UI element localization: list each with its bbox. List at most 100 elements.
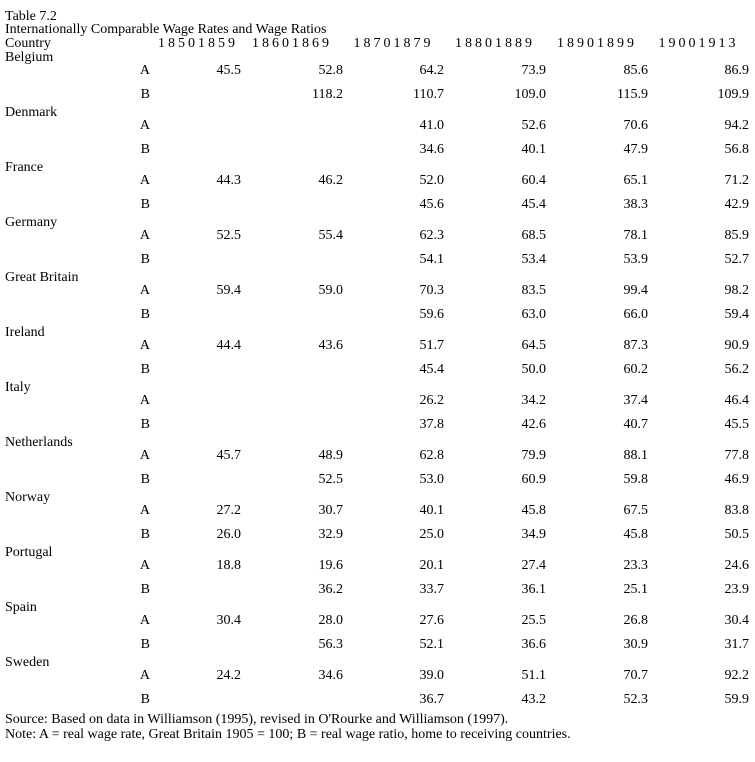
column-header-rowtype [110,37,155,51]
wage-value-cell: 52.5 [318,472,344,487]
wage-rate-row: A 26.2 34.2 37.4 46.4 [0,394,755,408]
country-name: Great Britain [5,270,79,285]
wage-value-cell: 30.4 [216,613,242,628]
wage-value-cell: 60.9 [521,472,547,487]
row-type-label-b: B [140,472,150,487]
row-type-label-a: A [139,228,150,243]
wage-value-cell: 77.8 [724,448,750,463]
wage-value-cell: 34.2 [521,393,547,408]
wage-value-cell: 41.0 [419,118,445,133]
wage-value-cell: 20.1 [419,558,445,573]
wage-value-cell: 50.5 [724,527,750,542]
country-name: Netherlands [5,435,73,450]
wage-value-cell: 51.7 [419,338,445,353]
wage-rate-row: A 41.0 52.6 70.6 94.2 [0,119,755,133]
wage-value-cell: 40.1 [521,142,547,157]
country-block: Ireland A 44.4 43.6 51.7 64.5 87.3 90.9 … [0,326,755,381]
wage-value-cell: 32.9 [318,527,344,542]
wage-value-cell [155,394,241,408]
wage-value-cell [241,253,343,267]
row-type-label-b: B [140,527,150,542]
table-number: Table 7.2 [5,9,57,24]
table-header-row: Country 18501859 18601869 18701879 18801… [0,37,755,51]
country-name: Spain [5,600,37,615]
wage-value-cell: 44.4 [216,338,242,353]
source-note: Source: Based on data in Williamson (199… [5,712,509,727]
country-block: Norway A 27.2 30.7 40.1 45.8 67.5 83.8 B… [0,491,755,546]
wage-rate-row: A 45.5 52.8 64.2 73.9 85.6 86.9 [0,64,755,78]
country-block: Great Britain A 59.4 59.0 70.3 83.5 99.4… [0,271,755,326]
wage-value-cell: 18.8 [216,558,242,573]
wage-value-cell [155,638,241,652]
wage-value-cell: 110.7 [413,87,444,102]
wage-value-cell: 45.5 [216,63,242,78]
country-name: Belgium [5,50,54,65]
wage-value-cell: 43.2 [521,692,547,707]
wage-ratio-row: B 45.4 50.0 60.2 56.2 [0,363,755,377]
row-type-label-b: B [140,637,150,652]
wage-value-cell: 43.6 [318,338,344,353]
period-header: 18801889 [455,36,535,51]
wage-value-cell: 52.3 [623,692,649,707]
wage-ratio-row: B 37.8 42.6 40.7 45.5 [0,418,755,432]
wage-value-cell: 26.0 [216,527,242,542]
period-header: 19001913 [658,36,739,51]
wage-ratio-row: B 45.6 45.4 38.3 42.9 [0,198,755,212]
wage-value-cell [155,473,241,487]
wage-value-cell: 40.7 [623,417,649,432]
row-type-label-b: B [140,197,150,212]
country-block: Italy A 26.2 34.2 37.4 46.4 B 37.8 42.6 … [0,381,755,436]
country-block: Spain A 30.4 28.0 27.6 25.5 26.8 30.4 B … [0,601,755,656]
definition-note: Note: A = real wage rate, Great Britain … [5,727,571,742]
wage-value-cell: 51.1 [521,668,547,683]
wage-ratio-row: B 36.2 33.7 36.1 25.1 23.9 [0,583,755,597]
wage-ratio-row: B 52.5 53.0 60.9 59.8 46.9 [0,473,755,487]
wage-value-cell: 26.8 [623,613,649,628]
wage-value-cell: 27.6 [419,613,445,628]
wage-value-cell [155,119,241,133]
row-type-label-b: B [140,417,150,432]
wage-value-cell: 45.8 [521,503,547,518]
wage-value-cell: 70.6 [623,118,649,133]
country-name: Italy [5,380,31,395]
column-header-country: Country [5,36,51,51]
wage-value-cell: 59.4 [216,283,242,298]
wage-value-cell: 109.9 [717,87,750,102]
wage-value-cell [241,308,343,322]
country-name: Ireland [5,325,45,340]
wage-rate-row: A 27.2 30.7 40.1 45.8 67.5 83.8 [0,504,755,518]
row-type-label-b: B [140,692,150,707]
wage-value-cell: 59.4 [724,307,750,322]
wage-value-cell: 87.3 [623,338,649,353]
wage-value-cell: 60.4 [521,173,547,188]
wage-rate-row: A 30.4 28.0 27.6 25.5 26.8 30.4 [0,614,755,628]
wage-value-cell: 40.1 [419,503,445,518]
wage-value-cell: 34.6 [318,668,344,683]
row-type-label-a: A [139,668,150,683]
wage-value-cell: 56.3 [318,637,344,652]
wage-value-cell: 59.8 [623,472,649,487]
wage-value-cell: 62.3 [419,228,445,243]
wage-value-cell: 53.4 [521,252,547,267]
wage-value-cell: 65.1 [623,173,649,188]
country-name: France [5,160,44,175]
row-type-label-a: A [139,503,150,518]
wage-value-cell: 66.0 [623,307,649,322]
wage-value-cell: 52.0 [419,173,445,188]
wage-value-cell: 37.4 [623,393,649,408]
wage-value-cell: 36.7 [419,692,445,707]
row-type-label-a: A [139,118,150,133]
wage-value-cell: 34.9 [521,527,547,542]
wage-value-cell: 59.9 [724,692,750,707]
wage-value-cell: 27.2 [216,503,242,518]
wage-value-cell: 47.9 [623,142,649,157]
country-name: Sweden [5,655,50,670]
wage-value-cell: 83.8 [724,503,750,518]
wage-value-cell: 46.9 [724,472,750,487]
wage-value-cell: 28.0 [318,613,344,628]
wage-value-cell: 45.8 [623,527,649,542]
wage-value-cell: 45.4 [419,362,445,377]
wage-value-cell: 19.6 [318,558,344,573]
wage-value-cell: 27.4 [521,558,547,573]
wage-value-cell [155,308,241,322]
